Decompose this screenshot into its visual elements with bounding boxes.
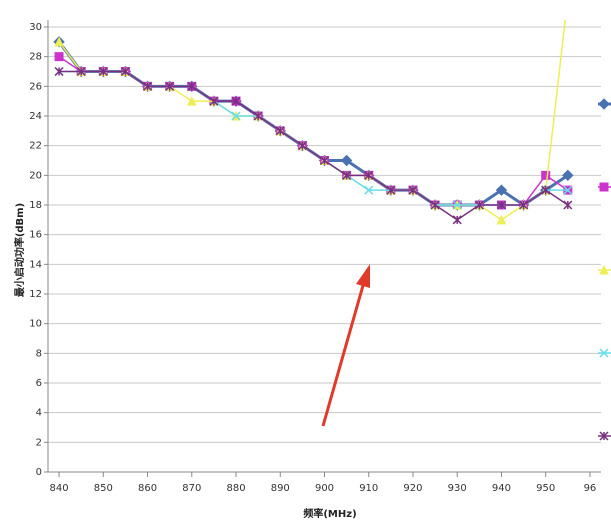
- x-tick-label: 900: [315, 483, 334, 494]
- y-tick-label: 20: [29, 170, 42, 181]
- y-tick-label: 14: [29, 259, 42, 270]
- marker: [342, 170, 352, 180]
- x-tick-label: 870: [182, 483, 201, 494]
- marker: [599, 348, 609, 358]
- plot-area: [53, 20, 574, 225]
- y-tick-label: 0: [36, 467, 42, 478]
- y-axis-title: 最小启动功率(dBm): [13, 203, 26, 297]
- x-axis-title: 频率(MHz): [303, 507, 356, 520]
- marker: [186, 96, 197, 106]
- marker: [209, 96, 219, 106]
- marker: [231, 111, 241, 121]
- marker: [364, 185, 374, 195]
- y-tick-label: 12: [29, 289, 42, 300]
- marker: [231, 96, 241, 106]
- marker: [496, 200, 506, 210]
- x-tick-label: 840: [50, 483, 69, 494]
- marker: [541, 170, 551, 180]
- y-tick-label: 10: [29, 319, 42, 330]
- marker: [386, 185, 396, 195]
- marker: [187, 81, 197, 91]
- x-tick-label: 920: [403, 483, 422, 494]
- marker: [563, 200, 573, 210]
- marker: [562, 169, 574, 182]
- marker: [599, 431, 609, 441]
- marker: [563, 185, 573, 195]
- x-tick-label: 890: [271, 483, 290, 494]
- y-tick-label: 2: [36, 437, 42, 448]
- marker: [519, 200, 529, 210]
- marker: [340, 154, 353, 167]
- marker: [452, 215, 462, 225]
- marker: [496, 214, 507, 225]
- y-tick-label: 4: [36, 408, 42, 419]
- series-line: [59, 70, 569, 221]
- marker: [253, 111, 263, 121]
- x-tick-label: 96: [584, 483, 597, 494]
- marker: [165, 81, 175, 91]
- y-tick-label: 6: [36, 378, 42, 389]
- marker: [120, 66, 130, 77]
- arrow-annotation: [321, 264, 370, 427]
- x-tick-label: 880: [226, 483, 245, 494]
- x-tick-label: 860: [138, 483, 157, 494]
- marker: [599, 264, 609, 275]
- marker: [319, 155, 330, 166]
- x-tick-label: 850: [94, 483, 113, 494]
- marker: [541, 185, 551, 195]
- marker: [297, 141, 307, 151]
- marker: [275, 126, 285, 136]
- marker: [54, 52, 64, 62]
- y-tick-label: 30: [29, 22, 42, 33]
- marker: [408, 185, 418, 195]
- marker: [474, 200, 484, 210]
- marker: [430, 200, 440, 210]
- marker: [452, 200, 462, 210]
- marker: [54, 66, 64, 77]
- legend: [598, 98, 611, 441]
- marker: [76, 66, 86, 77]
- marker: [54, 36, 64, 47]
- marker: [495, 184, 508, 196]
- marker: [143, 81, 153, 91]
- y-tick-label: 16: [29, 230, 42, 241]
- y-tick-label: 28: [29, 52, 42, 63]
- y-tick-label: 22: [29, 141, 42, 152]
- x-tick-label: 950: [536, 483, 555, 494]
- marker: [599, 182, 609, 192]
- y-tick-label: 18: [29, 200, 42, 211]
- x-tick-label: 940: [492, 483, 511, 494]
- y-tick-label: 8: [36, 348, 42, 359]
- marker: [98, 66, 108, 77]
- marker: [598, 98, 610, 110]
- y-tick-label: 24: [29, 111, 42, 122]
- y-tick-label: 26: [29, 81, 42, 92]
- x-tick-label: 930: [448, 483, 467, 494]
- marker: [364, 170, 374, 180]
- x-tick-label: 910: [359, 483, 378, 494]
